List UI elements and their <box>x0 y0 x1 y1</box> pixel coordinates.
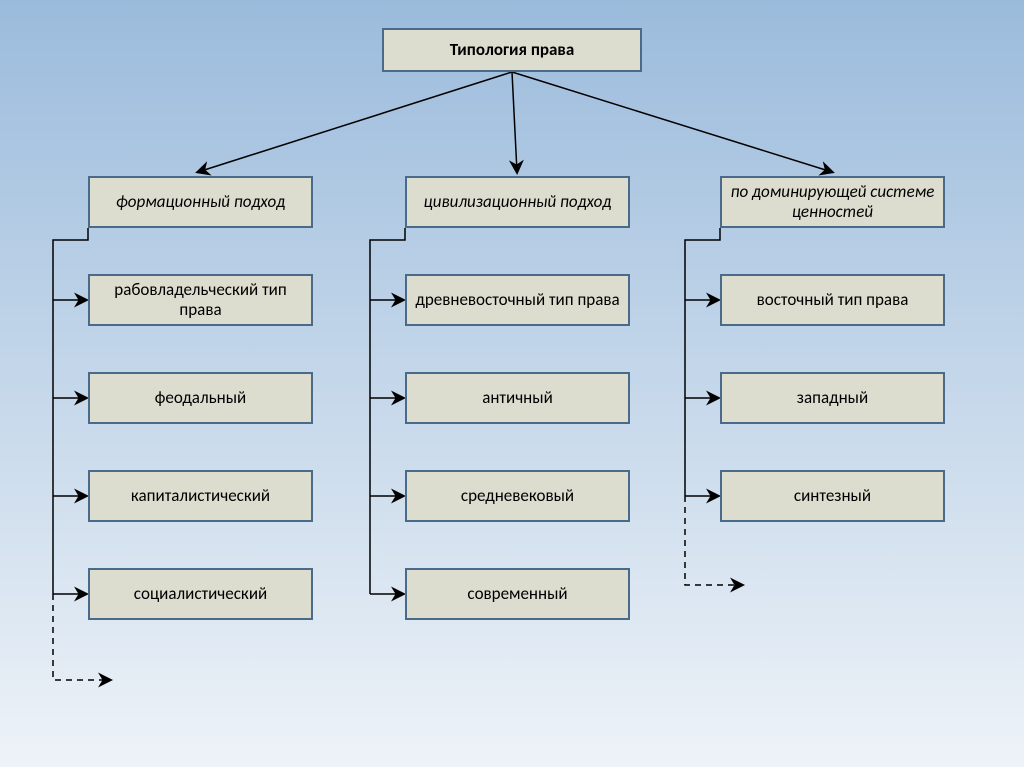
column-header-1: цивилизационный подход <box>405 176 630 228</box>
item-box-1-2: средневековый <box>405 470 630 522</box>
column-header-0: формационный подход <box>88 176 313 228</box>
item-box-0-3: социалистический <box>88 568 313 620</box>
item-box-0-0: рабовладельческий тип права <box>88 274 313 326</box>
item-box-0-2: капиталистический <box>88 470 313 522</box>
item-box-2-1: западный <box>720 372 945 424</box>
item-box-1-3: современный <box>405 568 630 620</box>
item-box-1-1: античный <box>405 372 630 424</box>
item-box-2-0: восточный тип права <box>720 274 945 326</box>
column-header-2: по доминирующей системе ценностей <box>720 176 945 228</box>
title-box: Типология права <box>382 28 642 72</box>
item-box-1-0: древневосточный тип права <box>405 274 630 326</box>
item-box-2-2: синтезный <box>720 470 945 522</box>
item-box-0-1: феодальный <box>88 372 313 424</box>
